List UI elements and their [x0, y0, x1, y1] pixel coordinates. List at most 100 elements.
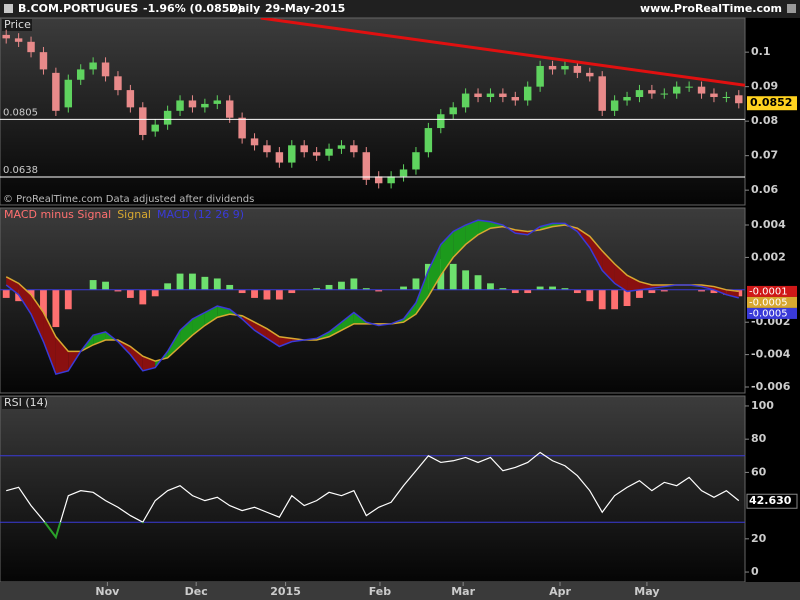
note: © ProRealTime.com Data adjusted after di…: [3, 194, 254, 205]
trendline: [260, 18, 745, 87]
candle-body: [52, 72, 60, 111]
candle-body: [288, 145, 296, 163]
candle-body: [685, 86, 693, 88]
candle-body: [424, 128, 433, 153]
y-tick-label: 0.002: [751, 250, 786, 263]
histogram-bar: [698, 289, 705, 292]
candle-body: [76, 69, 85, 80]
last-price-tag: [747, 96, 797, 111]
histogram-bar: [648, 289, 656, 294]
value-tag-label: 42.630: [749, 494, 792, 507]
value-tag-label: -0.0005: [749, 297, 788, 308]
histogram-bar: [288, 289, 296, 294]
title-box: [2, 397, 46, 409]
histogram-bar: [263, 289, 271, 300]
candle-body: [536, 65, 544, 87]
candle-body: [325, 148, 333, 156]
histogram-bar: [636, 289, 643, 298]
macd-fill: [540, 223, 553, 230]
candle-body: [362, 152, 371, 180]
histogram-bar: [400, 286, 407, 290]
candle-body: [89, 62, 97, 70]
period: Daily: [229, 2, 260, 15]
y-tick-label: 0: [751, 565, 759, 578]
y-tick-label: 0.09: [751, 80, 778, 93]
histogram-bar: [611, 289, 619, 310]
value-tag: [747, 296, 797, 308]
candle-body: [64, 79, 73, 108]
y-tick-label: 60: [751, 465, 767, 478]
candle-body: [735, 95, 743, 104]
histogram-bar: [2, 289, 10, 298]
histogram-bar: [536, 286, 544, 290]
histogram-bar: [524, 289, 532, 294]
histogram-bar: [623, 289, 631, 307]
candle-body: [635, 90, 644, 98]
histogram-bar: [660, 289, 668, 292]
macd-fill: [627, 275, 640, 292]
candle-body: [275, 152, 284, 163]
macd-fill: [266, 328, 280, 347]
macd-fill: [329, 322, 342, 337]
candle-body: [114, 76, 122, 91]
candle-body: [126, 90, 135, 108]
macd-fill: [6, 276, 19, 295]
candle-body: [300, 145, 308, 153]
y-tick-label: 20: [751, 532, 767, 545]
candle-body: [523, 86, 532, 101]
candle-body: [623, 97, 631, 101]
macd-fill: [341, 312, 354, 331]
y-tick-label: 0.07: [751, 149, 778, 162]
icon: [4, 4, 13, 13]
histogram-bar: [561, 288, 569, 290]
macd-fill: [130, 346, 143, 371]
histogram-bar: [189, 273, 196, 290]
histogram-bar: [213, 278, 221, 290]
candle-body: [225, 100, 234, 118]
macd-fill: [428, 244, 441, 297]
candle-body: [151, 124, 159, 132]
histogram-bar: [139, 289, 147, 305]
histogram-bar: [126, 289, 134, 298]
x-axis-bar: [0, 582, 800, 600]
macd-fill: [279, 336, 292, 347]
candle-body: [586, 72, 594, 77]
candle-body: [139, 107, 147, 135]
x-tick-label: 2015: [270, 585, 301, 598]
candle-body: [449, 107, 457, 115]
candle-body: [201, 103, 209, 108]
y-tick-label: 0.06: [751, 183, 778, 196]
title-box: [2, 19, 32, 31]
level-label: 0.0638: [3, 165, 38, 176]
histogram-bar: [338, 281, 345, 290]
candle-body: [39, 52, 48, 70]
candle-body: [213, 100, 222, 104]
histogram-bar: [710, 289, 718, 294]
histogram-bar: [251, 289, 258, 298]
histogram-bar: [511, 289, 519, 294]
last-price-label: 0.0852: [750, 96, 792, 109]
histogram-bar: [151, 289, 159, 297]
legend-entry: Signal: [117, 208, 151, 221]
macd-fill: [602, 250, 615, 284]
histogram-bar: [201, 276, 209, 290]
macd-panel: [0, 207, 746, 394]
histogram-bar: [226, 284, 234, 290]
legend-entry: MACD minus Signal: [4, 208, 111, 221]
candle-body: [399, 169, 408, 177]
histogram-bar: [238, 289, 246, 294]
histogram-bar: [412, 278, 420, 290]
candle-body: [672, 86, 681, 94]
candle-body: [437, 114, 445, 129]
candle-body: [188, 100, 197, 108]
x-tick-label: Apr: [549, 585, 571, 598]
candle-body: [710, 93, 718, 98]
candle-body: [312, 152, 321, 156]
macd-fill: [639, 281, 652, 290]
legend-entry: MACD (12 26 9): [157, 208, 244, 221]
candle-body: [610, 100, 619, 111]
price-panel: [0, 17, 746, 206]
x-tick-label: Nov: [95, 585, 120, 598]
price-title: Price: [4, 18, 31, 31]
